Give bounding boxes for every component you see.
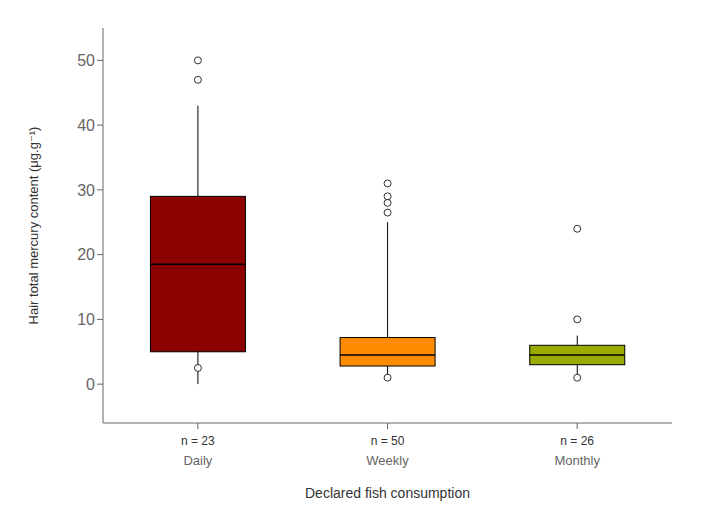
svg-text:n = 50: n = 50 xyxy=(371,434,405,448)
svg-text:10: 10 xyxy=(77,311,95,328)
svg-text:Daily: Daily xyxy=(183,453,212,468)
svg-text:30: 30 xyxy=(77,182,95,199)
svg-text:50: 50 xyxy=(77,52,95,69)
svg-text:20: 20 xyxy=(77,246,95,263)
svg-text:n = 23: n = 23 xyxy=(181,434,215,448)
svg-text:n = 26: n = 26 xyxy=(560,434,594,448)
svg-text:0: 0 xyxy=(86,376,95,393)
svg-text:40: 40 xyxy=(77,117,95,134)
svg-text:Monthly: Monthly xyxy=(554,453,600,468)
svg-text:Weekly: Weekly xyxy=(366,453,409,468)
svg-text:Declared fish consumption: Declared fish consumption xyxy=(305,485,470,501)
svg-text:Hair total mercury content (μg: Hair total mercury content (μg.g⁻¹) xyxy=(26,127,41,325)
